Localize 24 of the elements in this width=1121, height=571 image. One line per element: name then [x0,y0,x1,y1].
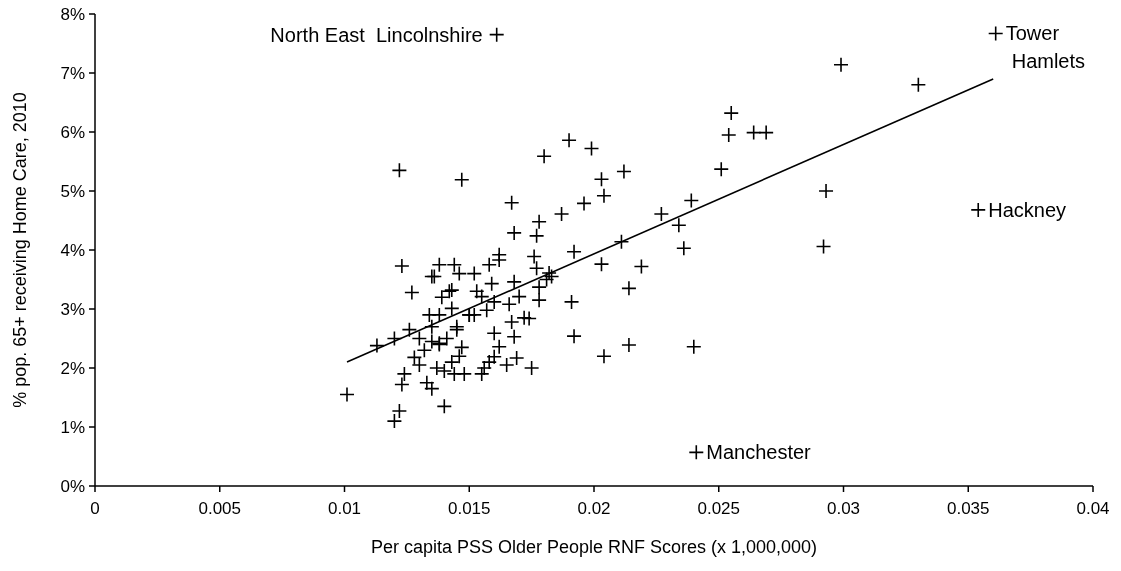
y-tick-label: 6% [60,123,85,142]
y-tick-label: 0% [60,477,85,496]
x-tick-label: 0.005 [198,499,242,518]
annotation: Manchester [706,441,812,464]
y-tick-label: 2% [60,359,85,378]
x-tick-label: 0.015 [447,499,491,518]
x-tick-label: 0.025 [697,499,741,518]
x-tick-label: 0.035 [946,499,990,518]
x-tick-label: 0.04 [1076,499,1110,518]
x-tick-label: 0.02 [577,499,611,518]
x-tick-label: 0.01 [327,499,362,518]
annotation: Hackney [988,198,1067,221]
y-tick-label: 3% [60,300,85,319]
y-axis-title: % pop. 65+ receiving Home Care, 2010 [10,92,30,408]
annotation: Tower Hamlets [1005,22,1086,73]
y-tick-label: 4% [60,241,85,260]
annotation: North East Lincolnshire [270,23,483,46]
y-tick-label: 1% [60,418,85,437]
x-axis-title: Per capita PSS Older People RNF Scores (x 1,000,000) [370,537,818,557]
y-tick-label: 8% [60,5,85,24]
x-tick-label: 0.03 [826,499,861,518]
x-tick-label: 0 [90,499,100,518]
y-tick-label: 7% [60,64,85,83]
y-tick-label: 5% [60,182,85,201]
